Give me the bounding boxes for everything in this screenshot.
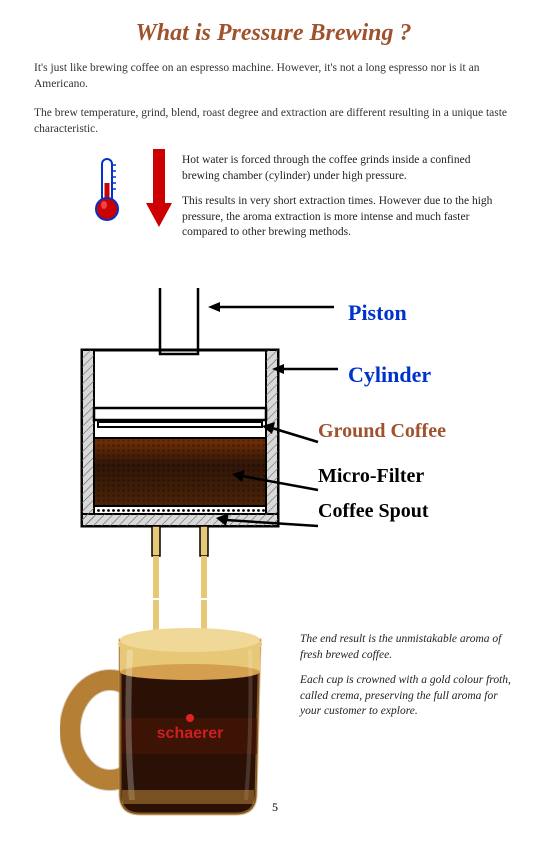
label-micro-filter: Micro-Filter (318, 465, 530, 488)
label-coffee-spout: Coffee Spout (318, 500, 530, 523)
intro-para-2: The brew temperature, grind, blend, roas… (34, 106, 517, 137)
down-arrow-icon (144, 149, 174, 234)
end-text-block: The end result is the unmistakable aroma… (300, 632, 517, 730)
top-para-2: This results in very short extraction ti… (182, 194, 511, 241)
top-para-1: Hot water is forced through the coffee g… (182, 153, 511, 184)
label-ground-coffee: Ground Coffee (318, 420, 530, 443)
page-number: 5 (272, 800, 278, 815)
top-text-block: Hot water is forced through the coffee g… (182, 153, 511, 251)
end-para-2: Each cup is crowned with a gold colour f… (300, 673, 517, 720)
top-section: Hot water is forced through the coffee g… (0, 149, 547, 269)
thermometer-icon (92, 155, 122, 228)
end-para-1: The end result is the unmistakable aroma… (300, 632, 517, 663)
page-title: What is Pressure Brewing ? (0, 0, 547, 47)
intro-para-1: It's just like brewing coffee on an espr… (34, 61, 517, 92)
brand-text: schaerer (157, 725, 224, 742)
diagram-labels: Piston Cylinder Ground Coffee Micro-Filt… (300, 292, 530, 523)
label-piston: Piston (348, 300, 530, 326)
coffee-mug-icon: schaerer (60, 600, 290, 835)
label-cylinder: Cylinder (348, 362, 530, 388)
